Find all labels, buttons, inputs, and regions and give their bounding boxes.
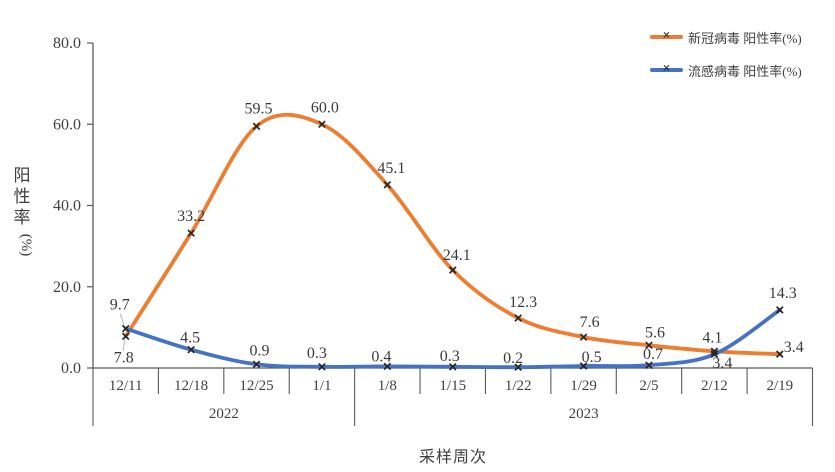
covid-series-point-marker — [121, 332, 130, 341]
covid-series-data-label: 59.5 — [245, 100, 273, 117]
flu-series-data-label: 0.3 — [307, 345, 327, 362]
flu-series-data-label: 14.3 — [769, 285, 797, 302]
legend-item-covid: ✕ 新冠病毒 阳性率(%) — [650, 27, 802, 47]
covid-series-swatch: ✕ — [650, 30, 683, 42]
x-marker-icon: ✕ — [662, 30, 671, 42]
covid-series-data-label: 60.0 — [311, 99, 339, 116]
y-axis-tick-label: 20.0 — [53, 279, 81, 296]
flu-series-point-marker — [579, 362, 588, 370]
flu-series-data-label: 0.9 — [250, 342, 270, 359]
y-axis-title-char: 阳 — [14, 166, 31, 185]
year-label: 2022 — [209, 406, 239, 422]
flu-series-point-marker — [121, 324, 130, 333]
y-axis-tick-label: 60.0 — [53, 116, 81, 133]
flu-series-point-marker — [710, 350, 719, 358]
covid-series-data-label: 3.4 — [784, 339, 804, 356]
y-axis-title-char: 性 — [14, 187, 31, 206]
week-label: 12/11 — [109, 378, 143, 394]
covid-series-point-marker — [710, 347, 719, 356]
covid-series-point-marker — [579, 333, 588, 341]
covid-series-point-marker — [252, 122, 261, 131]
week-label: 1/1 — [312, 378, 331, 394]
flu-series-data-label: 4.5 — [180, 330, 200, 347]
week-label: 2/5 — [639, 378, 658, 394]
legend-label-flu: 流感病毒 阳性率(%) — [688, 63, 802, 79]
flu-series-data-label: 0.3 — [440, 348, 460, 365]
flu-series-data-label: 0.4 — [371, 348, 391, 365]
week-label: 1/15 — [439, 378, 466, 394]
flu-series-swatch: ✕ — [650, 63, 683, 75]
week-label: 2/12 — [701, 378, 728, 394]
flu-series-point-marker — [645, 361, 653, 369]
week-label: 1/8 — [378, 378, 397, 394]
covid-series-point-marker — [448, 266, 457, 274]
covid-series-point-marker — [187, 229, 195, 237]
x-axis-title: 采样周次 — [418, 449, 487, 466]
covid-series-data-label: 7.8 — [114, 349, 134, 366]
week-label: 1/29 — [570, 378, 597, 394]
covid-series-point-marker — [383, 180, 392, 189]
y-axis-tick-label: 0.0 — [61, 360, 81, 377]
flu-series-point-marker — [318, 362, 326, 371]
flu-series-point-marker — [448, 362, 457, 371]
y-axis-tick-label: 40.0 — [53, 198, 81, 215]
covid-series-point-marker — [514, 314, 522, 322]
chart-legend: ✕ 新冠病毒 阳性率(%) ✕ 流感病毒 阳性率(%) — [650, 27, 802, 80]
legend-label-covid: 新冠病毒 阳性率(%) — [688, 30, 802, 46]
y-axis-title-char: 率 — [14, 208, 31, 227]
flu-series-data-label: 0.5 — [582, 349, 602, 366]
covid-series-data-label: 24.1 — [443, 247, 471, 264]
flu-series-point-marker — [252, 360, 261, 369]
covid-series-line — [123, 112, 782, 357]
covid-series-point-marker — [775, 350, 784, 358]
flu-series-data-label: 0.2 — [503, 350, 523, 367]
flu-series-point-marker — [187, 345, 195, 354]
legend-item-flu: ✕ 流感病毒 阳性率(%) — [650, 60, 802, 80]
covid-series-point-marker — [645, 341, 653, 350]
y-axis-tick-label: 80.0 — [53, 35, 81, 52]
covid-series-data-label: 45.1 — [377, 160, 405, 177]
covid-series-point-marker — [318, 120, 326, 129]
covid-series-data-label: 12.3 — [509, 294, 537, 311]
label-leader-line — [119, 313, 125, 326]
label-leader-line — [122, 339, 126, 351]
flu-series-data-label: 3.4 — [712, 355, 732, 372]
year-label: 2023 — [569, 406, 599, 422]
flu-series-data-label: 9.7 — [110, 297, 130, 314]
covid-series-data-label: 4.1 — [702, 329, 722, 346]
week-label: 12/25 — [239, 378, 273, 394]
flu-series-point-marker — [514, 363, 522, 371]
week-label: 1/22 — [505, 378, 532, 394]
flu-series-point-marker — [775, 306, 784, 314]
flu-series-point-marker — [383, 362, 392, 371]
covid-series-data-label: 7.6 — [580, 314, 600, 331]
week-label: 2/19 — [766, 378, 793, 394]
x-marker-icon: ✕ — [662, 63, 671, 75]
y-axis-title-unit: (%) — [18, 234, 34, 257]
flu-series-data-label: 0.7 — [643, 346, 663, 363]
week-label: 12/18 — [174, 378, 208, 394]
covid-series-data-label: 33.2 — [177, 208, 205, 225]
covid-series-data-label: 5.6 — [645, 324, 665, 341]
